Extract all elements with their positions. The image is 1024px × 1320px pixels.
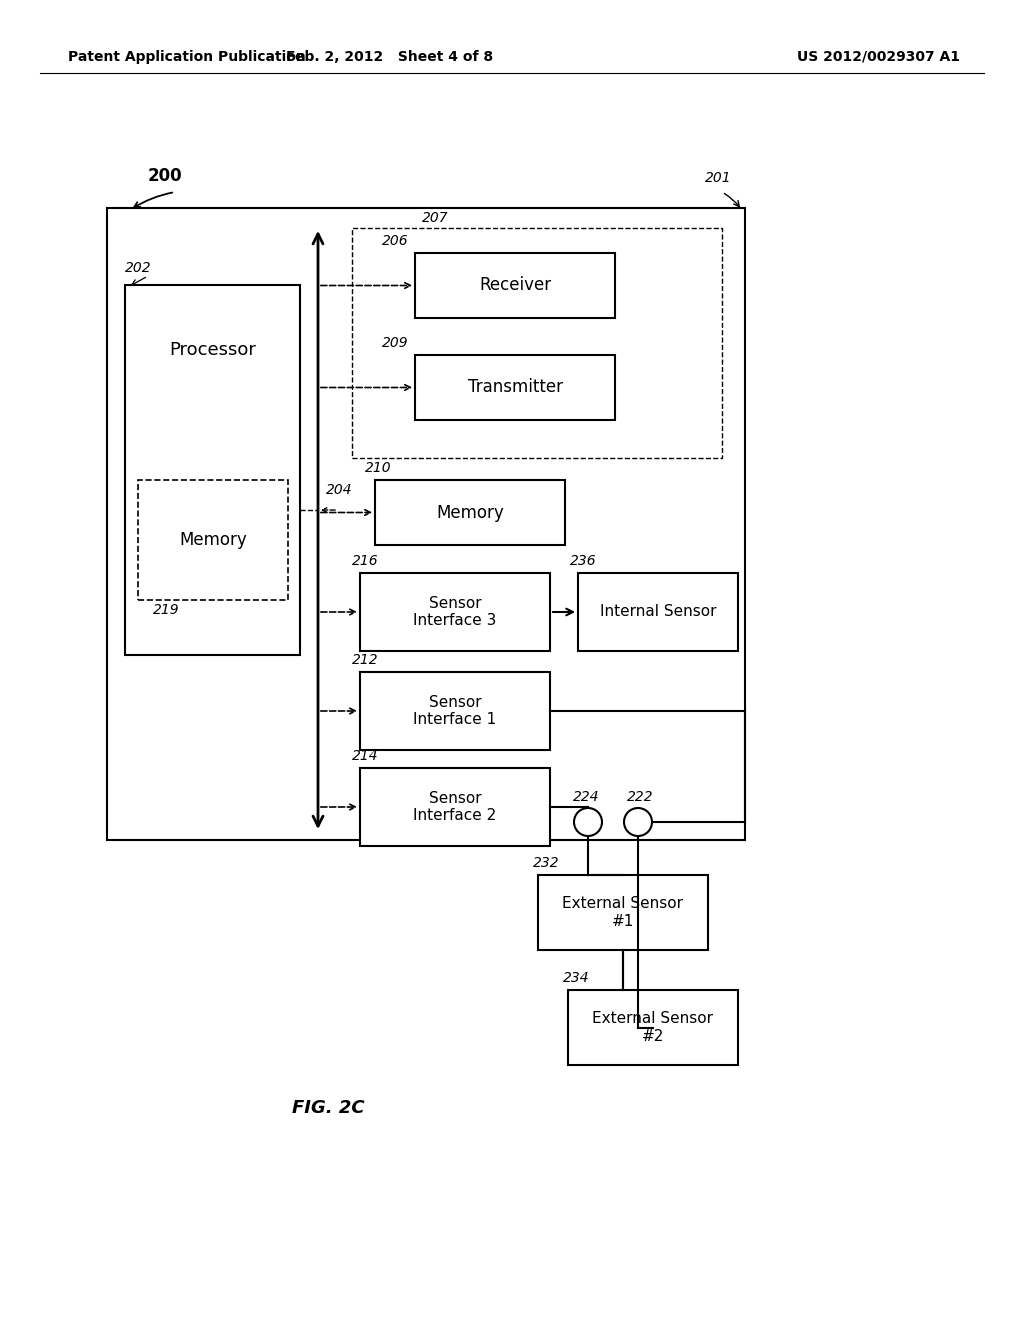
Text: Internal Sensor: Internal Sensor [600,605,716,619]
Text: 216: 216 [352,554,379,568]
Text: 207: 207 [422,211,449,224]
Bar [375,480,565,545]
Text: Patent Application Publication: Patent Application Publication [68,50,306,63]
Text: Feb. 2, 2012   Sheet 4 of 8: Feb. 2, 2012 Sheet 4 of 8 [287,50,494,63]
Text: 219: 219 [153,603,179,616]
Text: 204: 204 [326,483,352,498]
Text: Sensor
Interface 2: Sensor Interface 2 [414,791,497,824]
Text: 206: 206 [382,234,409,248]
Text: 209: 209 [382,337,409,350]
Text: FIG. 2C: FIG. 2C [292,1100,365,1117]
Text: 212: 212 [352,653,379,667]
Bar [415,355,615,420]
Text: 232: 232 [534,855,560,870]
Bar [138,480,288,601]
Bar [538,875,708,950]
Circle shape [624,808,652,836]
Text: 234: 234 [563,972,590,985]
Bar [360,672,550,750]
Text: 236: 236 [570,554,597,568]
Text: Transmitter: Transmitter [468,379,562,396]
Bar [106,209,745,840]
Bar [360,768,550,846]
Text: 222: 222 [627,789,653,804]
Bar [415,253,615,318]
Text: External Sensor
#2: External Sensor #2 [593,1011,714,1044]
Bar [360,573,550,651]
Text: 200: 200 [148,168,182,185]
Text: Memory: Memory [179,531,247,549]
Circle shape [574,808,602,836]
Text: Sensor
Interface 1: Sensor Interface 1 [414,694,497,727]
Text: 210: 210 [365,461,391,475]
Text: Sensor
Interface 3: Sensor Interface 3 [414,595,497,628]
Text: External Sensor
#1: External Sensor #1 [562,896,683,929]
Text: Memory: Memory [436,503,504,521]
Bar [578,573,738,651]
Text: 224: 224 [572,789,599,804]
Bar [125,285,300,655]
Text: 214: 214 [352,748,379,763]
Text: Processor: Processor [169,341,256,359]
Text: US 2012/0029307 A1: US 2012/0029307 A1 [797,50,961,63]
Bar [568,990,738,1065]
Text: 202: 202 [125,261,152,275]
Text: Receiver: Receiver [479,276,551,294]
Text: 201: 201 [705,172,731,185]
Bar [352,228,722,458]
